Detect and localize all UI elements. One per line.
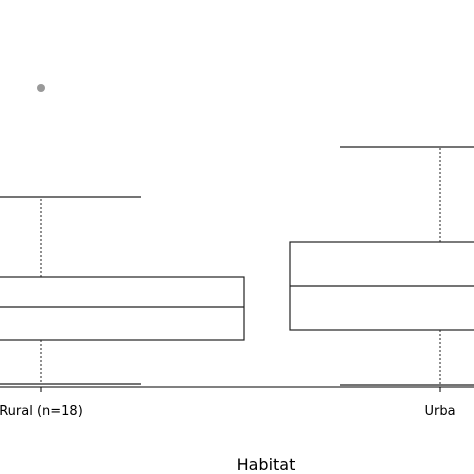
plot-area xyxy=(0,84,474,386)
x-tick-label: Rural (n=18) xyxy=(0,404,83,419)
box-group xyxy=(289,146,474,386)
box-iqr xyxy=(0,276,245,341)
outlier-point xyxy=(37,84,45,92)
x-tick-label: Urba xyxy=(424,404,455,419)
x-axis-ticks: Rural (n=18) Urba xyxy=(0,387,456,419)
x-axis-label: Habitat xyxy=(237,455,296,474)
box-group xyxy=(0,84,245,385)
